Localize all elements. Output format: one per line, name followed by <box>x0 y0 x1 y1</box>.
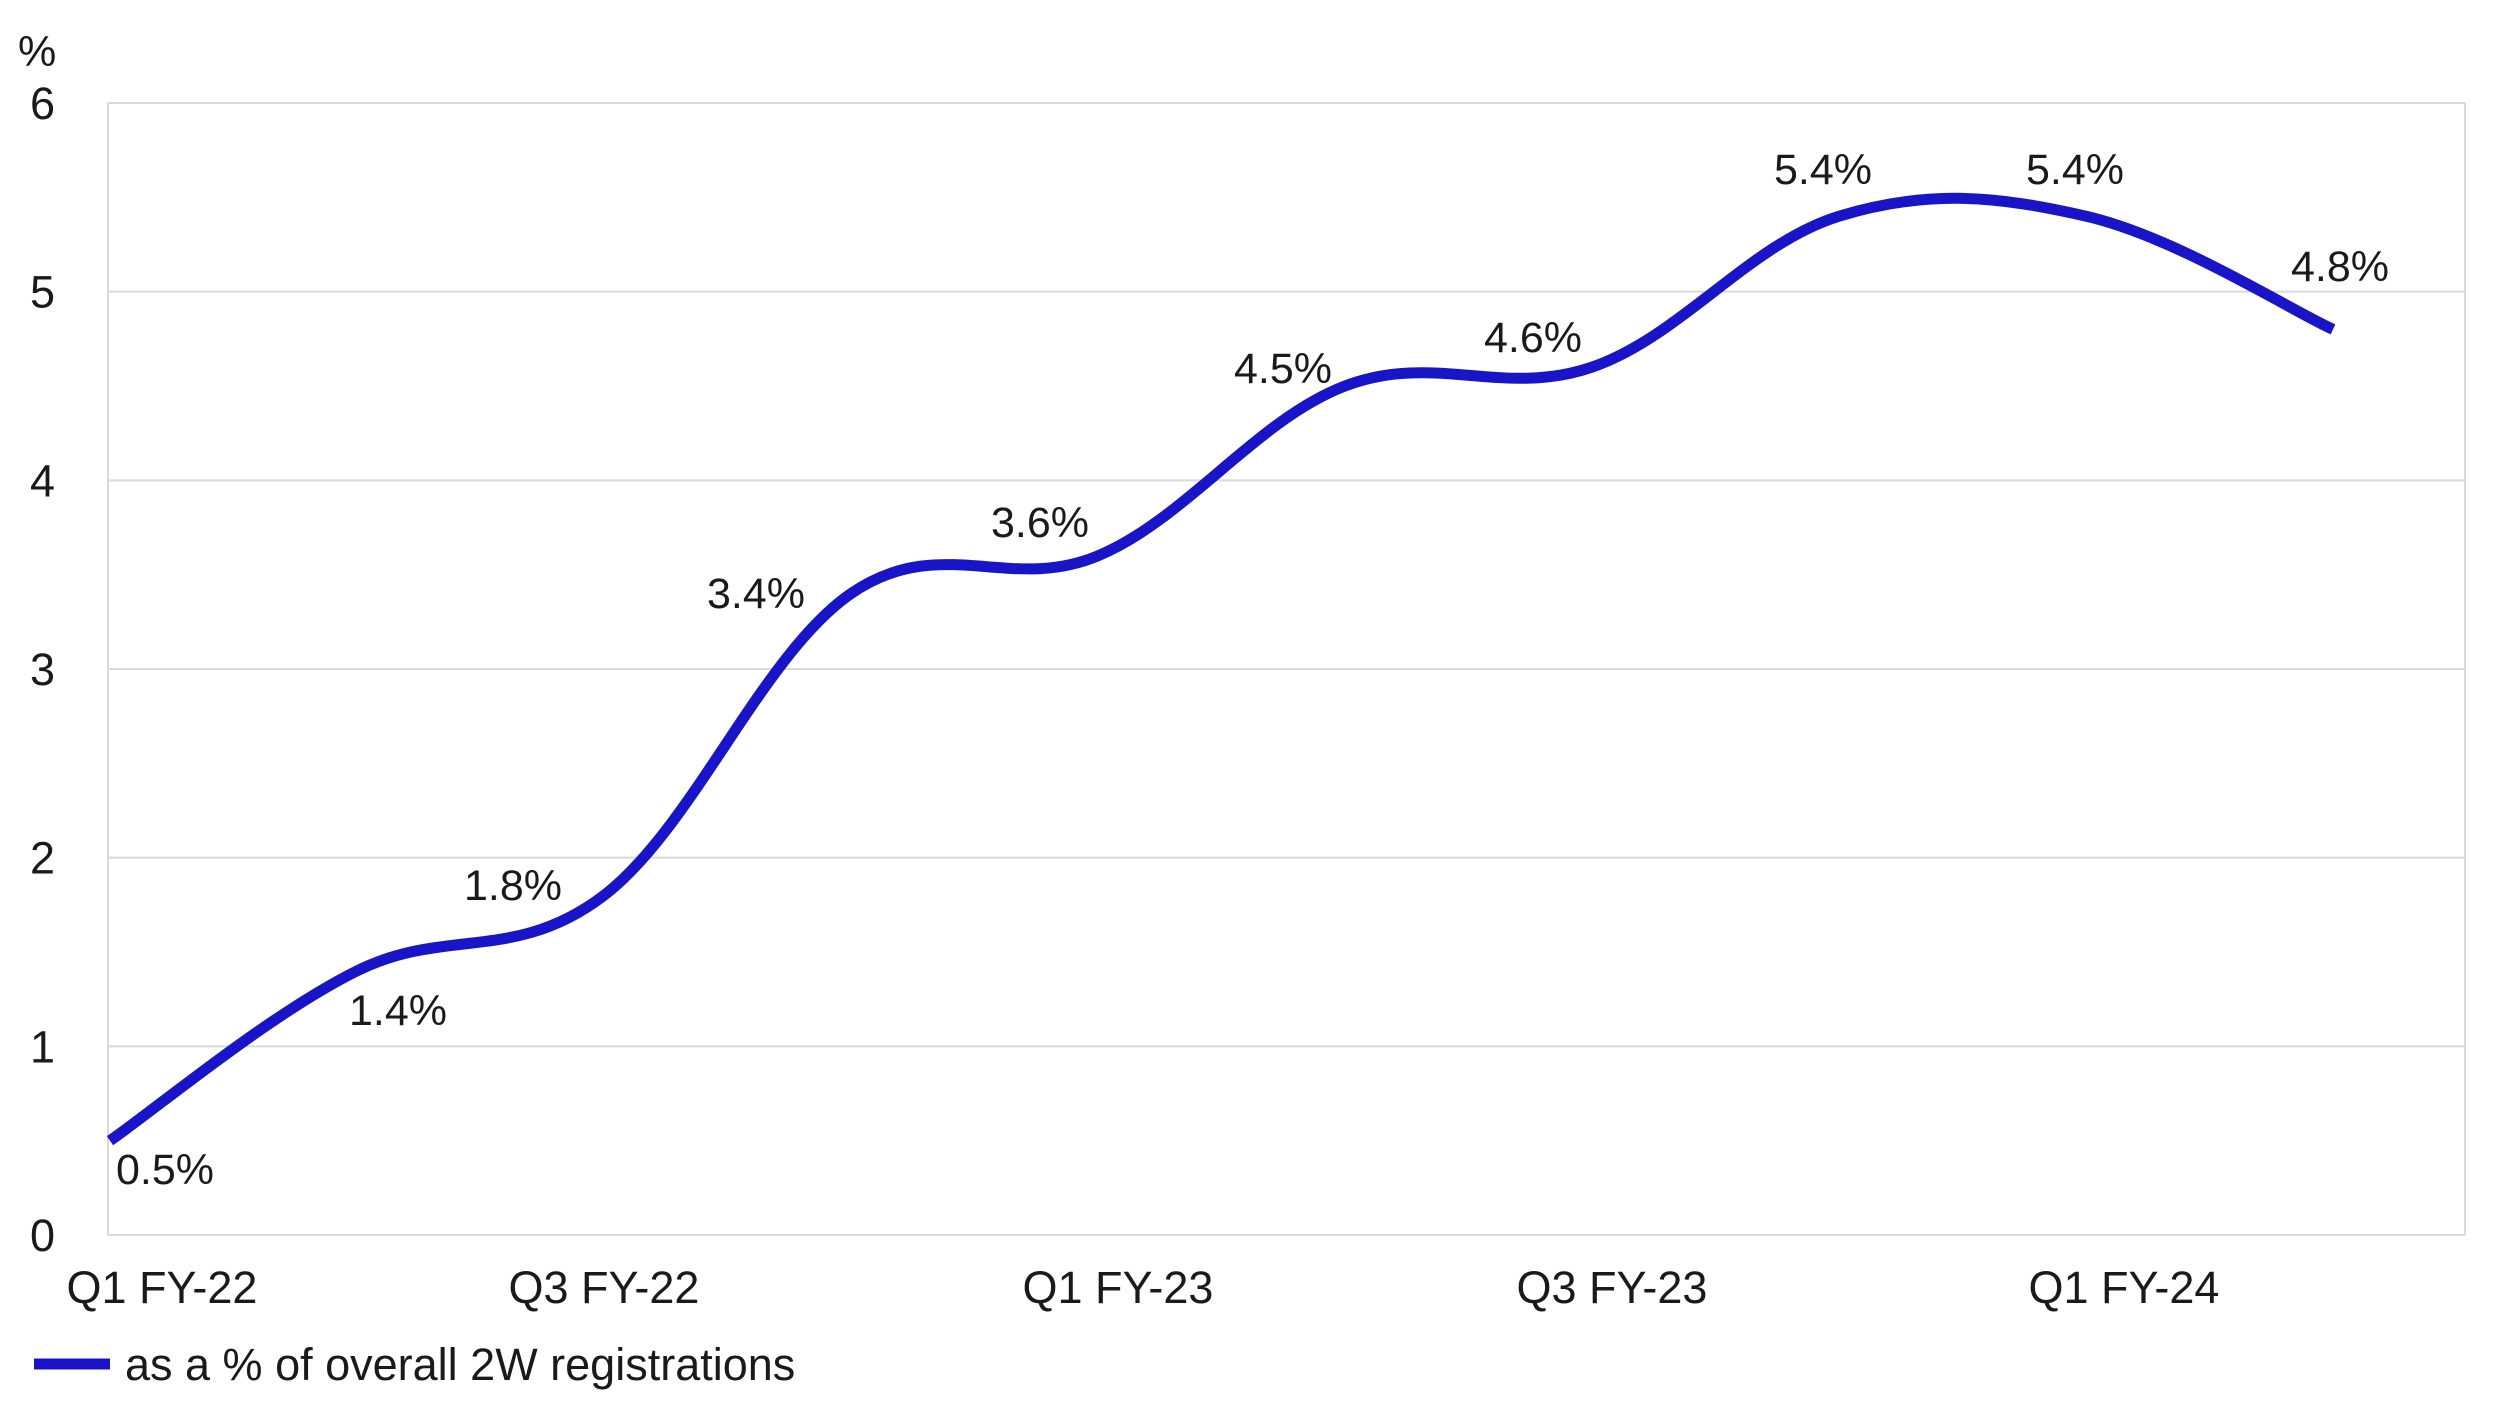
data-labels: 0.5% 1.4% 1.8% 3.4% 3.6% 4.5% 4.6% 5.4% 5.4% 4.8% <box>116 146 2389 1194</box>
series-line <box>106 192 2336 1146</box>
x-tick-label: Q3 FY-22 <box>509 1262 700 1313</box>
x-tick-label: Q1 FY-22 <box>67 1262 258 1313</box>
data-label: 3.6% <box>991 499 1089 547</box>
x-axis-ticks: Q1 FY-22 Q3 FY-22 Q1 FY-23 Q3 FY-23 Q1 FY-24 <box>67 1262 2220 1313</box>
legend-label: as a % of overall 2W registrations <box>125 1339 795 1390</box>
y-tick-label: 2 <box>30 833 55 884</box>
x-tick-label: Q1 FY-23 <box>1023 1262 1214 1313</box>
grid-lines <box>107 102 2466 1236</box>
data-label: 1.8% <box>464 862 562 910</box>
data-label: 4.8% <box>2291 243 2389 291</box>
y-axis-unit-label: % <box>18 28 56 76</box>
data-label: 5.4% <box>1774 146 1872 194</box>
data-label: 4.6% <box>1484 314 1582 362</box>
x-tick-label: Q3 FY-23 <box>1517 1262 1708 1313</box>
y-tick-label: 3 <box>30 644 55 695</box>
y-tick-label: 5 <box>30 267 55 318</box>
y-tick-label: 1 <box>30 1021 55 1072</box>
y-axis-ticks: 0 1 2 3 4 5 6 <box>30 78 55 1261</box>
data-label: 0.5% <box>116 1146 214 1194</box>
y-tick-label: 0 <box>30 1210 55 1261</box>
data-label: 4.5% <box>1234 345 1332 393</box>
x-tick-label: Q1 FY-24 <box>2029 1262 2220 1313</box>
y-tick-label: 6 <box>30 78 55 129</box>
data-label: 1.4% <box>349 987 447 1035</box>
data-label: 5.4% <box>2026 146 2124 194</box>
y-tick-label: 4 <box>30 455 55 506</box>
legend: as a % of overall 2W registrations <box>34 1339 795 1390</box>
data-label: 3.4% <box>707 570 805 618</box>
